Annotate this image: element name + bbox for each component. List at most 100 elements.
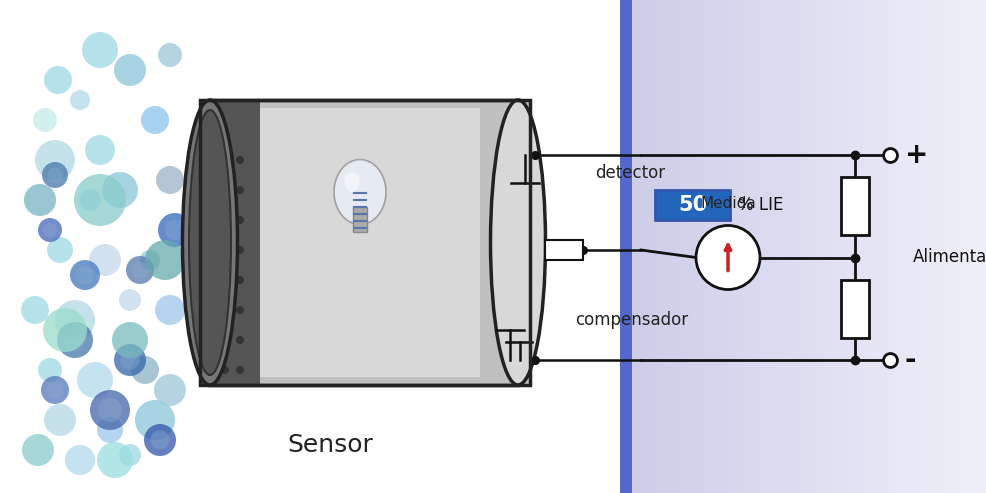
Text: +: +: [905, 141, 929, 169]
Bar: [828, 0, 834, 493]
Ellipse shape: [334, 160, 386, 224]
Bar: [806, 0, 811, 493]
Circle shape: [145, 240, 185, 280]
Circle shape: [22, 434, 54, 466]
Circle shape: [156, 166, 184, 194]
Circle shape: [82, 32, 118, 68]
Bar: [202, 100, 260, 385]
Bar: [937, 0, 942, 493]
Bar: [869, 0, 875, 493]
Bar: [721, 0, 726, 493]
Circle shape: [47, 237, 73, 263]
Text: detector: detector: [595, 164, 666, 182]
Bar: [824, 0, 829, 493]
Circle shape: [221, 276, 229, 284]
Bar: [680, 0, 685, 493]
Bar: [260, 108, 480, 377]
Circle shape: [221, 336, 229, 344]
Circle shape: [158, 43, 182, 67]
Circle shape: [165, 220, 185, 240]
Circle shape: [43, 308, 87, 352]
Bar: [847, 0, 852, 493]
Bar: [779, 0, 785, 493]
Text: Medida: Medida: [701, 197, 756, 211]
Bar: [963, 0, 969, 493]
Bar: [725, 0, 731, 493]
Circle shape: [112, 322, 148, 358]
Circle shape: [55, 300, 95, 340]
Bar: [946, 0, 951, 493]
Bar: [712, 0, 717, 493]
Circle shape: [236, 276, 244, 284]
Bar: [752, 0, 757, 493]
Bar: [635, 0, 641, 493]
Bar: [896, 0, 901, 493]
Circle shape: [151, 430, 170, 450]
Circle shape: [77, 362, 113, 398]
Text: Sensor: Sensor: [287, 433, 373, 457]
Circle shape: [206, 306, 214, 314]
Circle shape: [98, 398, 122, 422]
Circle shape: [97, 417, 123, 443]
Circle shape: [102, 172, 138, 208]
Ellipse shape: [189, 110, 231, 375]
Circle shape: [221, 246, 229, 254]
Text: 50: 50: [678, 195, 707, 215]
Bar: [797, 0, 803, 493]
Circle shape: [221, 216, 229, 224]
Bar: [653, 0, 659, 493]
Bar: [981, 0, 986, 493]
Bar: [707, 0, 713, 493]
Circle shape: [206, 366, 214, 374]
Bar: [689, 0, 694, 493]
Bar: [860, 0, 866, 493]
Circle shape: [57, 322, 93, 358]
Circle shape: [206, 156, 214, 164]
Circle shape: [140, 250, 160, 270]
Bar: [730, 0, 735, 493]
Circle shape: [46, 382, 63, 398]
Circle shape: [47, 167, 63, 183]
Bar: [675, 0, 681, 493]
Circle shape: [42, 162, 68, 188]
Bar: [841, 280, 869, 338]
Circle shape: [33, 108, 57, 132]
Circle shape: [236, 216, 244, 224]
Circle shape: [221, 156, 229, 164]
Circle shape: [21, 296, 49, 324]
Bar: [200, 100, 530, 385]
Text: compensador: compensador: [575, 311, 688, 329]
Circle shape: [74, 174, 126, 226]
Bar: [743, 0, 748, 493]
Circle shape: [70, 260, 100, 290]
Bar: [693, 0, 699, 493]
Bar: [887, 0, 892, 493]
Bar: [950, 0, 955, 493]
Circle shape: [236, 306, 244, 314]
Circle shape: [206, 336, 214, 344]
Bar: [353, 207, 367, 232]
Text: -: -: [905, 346, 917, 374]
Circle shape: [236, 246, 244, 254]
Circle shape: [236, 336, 244, 344]
Bar: [684, 0, 690, 493]
Circle shape: [114, 54, 146, 86]
Bar: [977, 0, 982, 493]
Bar: [739, 0, 744, 493]
Circle shape: [44, 66, 72, 94]
Bar: [793, 0, 798, 493]
Bar: [649, 0, 654, 493]
Bar: [878, 0, 883, 493]
Circle shape: [89, 244, 121, 276]
Bar: [802, 0, 807, 493]
Bar: [833, 0, 838, 493]
Bar: [891, 0, 897, 493]
Circle shape: [114, 344, 146, 376]
Circle shape: [206, 186, 214, 194]
Bar: [909, 0, 915, 493]
Bar: [667, 0, 672, 493]
Circle shape: [38, 358, 62, 382]
Circle shape: [144, 424, 176, 456]
Bar: [905, 0, 910, 493]
Circle shape: [24, 184, 56, 216]
